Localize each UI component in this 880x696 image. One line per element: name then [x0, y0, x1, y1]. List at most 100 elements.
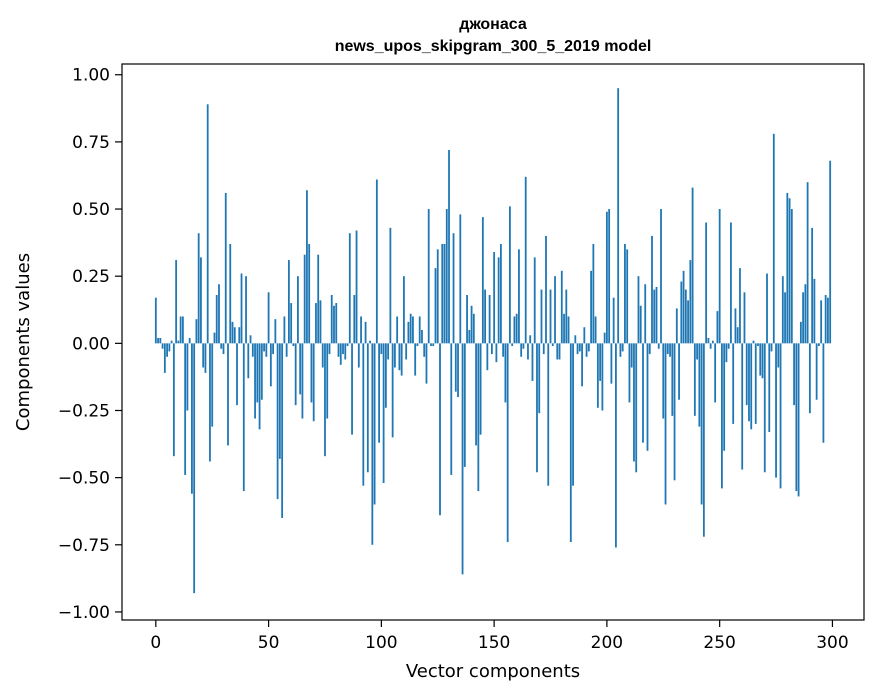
bar [520, 343, 523, 357]
bar [184, 343, 187, 475]
bar [502, 343, 505, 357]
bar [466, 295, 468, 344]
plot-frame [121, 63, 865, 621]
bar [784, 292, 786, 344]
bar [635, 343, 638, 473]
bar [743, 292, 746, 344]
bar [621, 343, 624, 352]
bar [159, 337, 162, 344]
bar [779, 343, 782, 489]
bar [829, 160, 832, 344]
bar [811, 227, 814, 344]
bar [531, 343, 534, 381]
bar [319, 300, 322, 344]
bar [448, 149, 450, 344]
bar [172, 343, 175, 457]
bar [578, 343, 581, 352]
y-tick-label: 0.75 [72, 133, 110, 153]
x-axis: 0 50 100 150 200 250 300 [150, 620, 849, 653]
bar [393, 343, 396, 368]
bar [808, 343, 811, 414]
bar [499, 243, 502, 344]
bar [759, 343, 762, 376]
bar [596, 343, 599, 408]
bar [757, 343, 759, 347]
bar [522, 343, 525, 349]
bar [215, 295, 218, 344]
bar [817, 343, 820, 347]
bar [154, 297, 157, 344]
bar [375, 179, 378, 344]
bar [209, 343, 211, 462]
bar [524, 176, 527, 344]
bar [770, 343, 773, 352]
bar [587, 343, 590, 352]
bar [714, 343, 717, 403]
bar [527, 343, 529, 360]
bar [220, 343, 223, 349]
bar [267, 292, 270, 344]
bar [477, 343, 480, 492]
chart-subtitle: news_upos_skipgram_300_5_2019 model [335, 38, 652, 55]
bar [479, 343, 482, 435]
bar [509, 206, 511, 344]
bar [472, 313, 475, 344]
bar [730, 222, 732, 344]
bar [457, 343, 459, 398]
bar [179, 316, 182, 344]
bar [781, 276, 784, 344]
bar [256, 343, 259, 403]
bar [398, 343, 401, 371]
y-tick-label: −0.50 [58, 469, 110, 489]
bar [599, 343, 602, 381]
bar [366, 343, 369, 473]
bar [644, 284, 647, 344]
bar [360, 316, 362, 344]
bar [565, 289, 568, 344]
x-tick-label: 50 [258, 633, 280, 653]
y-tick-label: 1.00 [72, 66, 110, 86]
bar [542, 343, 545, 355]
bar [290, 303, 293, 344]
bar [193, 343, 196, 594]
bar [157, 337, 159, 344]
bar [639, 305, 642, 344]
bar [556, 343, 559, 360]
bar [452, 233, 455, 344]
bar [450, 343, 453, 475]
bar [806, 182, 809, 344]
x-tick-label: 300 [816, 633, 848, 653]
bar [624, 243, 626, 344]
bar [310, 343, 313, 403]
bar [166, 343, 168, 357]
x-tick-label: 0 [150, 633, 161, 653]
x-axis-label: Vector components [406, 661, 580, 682]
bar [346, 343, 349, 347]
bar [412, 316, 414, 344]
chart-title: джонаса [459, 16, 527, 33]
bar [504, 343, 507, 403]
bar [245, 276, 247, 344]
bar [396, 316, 399, 344]
bar [750, 343, 753, 430]
bar [299, 343, 302, 395]
bar [493, 252, 496, 344]
bar [653, 289, 656, 344]
bar [443, 243, 446, 344]
bar [432, 343, 435, 347]
bar [344, 343, 347, 360]
bar [689, 260, 692, 344]
bar [403, 276, 405, 344]
bar [204, 343, 207, 373]
bar [229, 243, 232, 344]
bar [551, 343, 554, 347]
bar [324, 343, 326, 457]
bar [766, 273, 768, 344]
bar [554, 276, 556, 344]
bar [734, 308, 737, 344]
bar [612, 297, 615, 344]
bar [538, 343, 541, 414]
bar [761, 343, 764, 379]
bar [371, 343, 374, 545]
bar [786, 192, 789, 344]
